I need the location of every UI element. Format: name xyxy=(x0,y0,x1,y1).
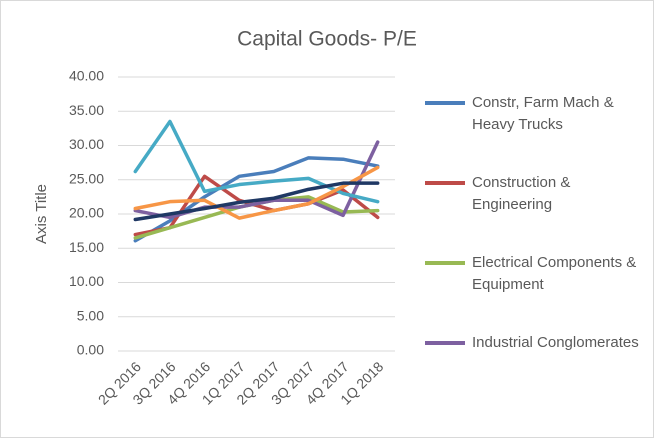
chart-title: Capital Goods- P/E xyxy=(237,28,417,51)
y-tick-label: 0.00 xyxy=(77,342,104,358)
series-line xyxy=(133,140,380,220)
y-tick-label: 35.00 xyxy=(69,102,104,118)
y-tick-label: 10.00 xyxy=(69,273,104,289)
series-line xyxy=(133,181,380,222)
y-tick-label: 30.00 xyxy=(69,136,104,152)
y-tick-label: 5.00 xyxy=(77,307,104,323)
legend-label: Electrical Components & Equipment xyxy=(472,254,637,293)
legend-label: Industrial Conglomerates xyxy=(472,334,639,351)
legend-label: Constr, Farm Mach & Heavy Trucks xyxy=(472,94,614,133)
y-tick-label: 40.00 xyxy=(69,68,104,84)
y-tick-label: 20.00 xyxy=(69,205,104,221)
legend-label: Construction & Engineering xyxy=(472,174,571,213)
y-tick-label: 15.00 xyxy=(69,239,104,255)
y-axis-title: Axis Title xyxy=(33,184,50,244)
y-tick-label: 25.00 xyxy=(69,170,104,186)
series-line xyxy=(133,165,380,220)
